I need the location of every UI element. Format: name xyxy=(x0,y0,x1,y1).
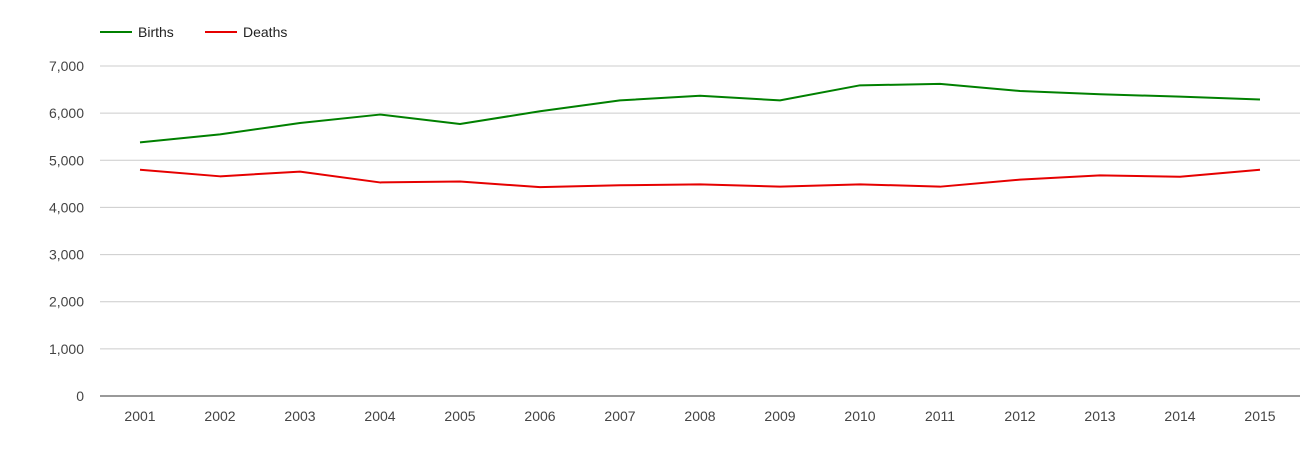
series-line-births xyxy=(139,82,1261,144)
gridlines xyxy=(100,65,1300,350)
data-point-deaths[interactable] xyxy=(137,167,143,173)
x-tick-label: 2015 xyxy=(1244,408,1275,424)
y-tick-label: 6,000 xyxy=(49,105,84,121)
data-point-births[interactable] xyxy=(137,139,143,145)
data-point-deaths[interactable] xyxy=(697,181,703,187)
data-point-births[interactable] xyxy=(377,112,383,118)
data-point-births[interactable] xyxy=(1017,88,1023,94)
data-point-deaths[interactable] xyxy=(377,179,383,185)
x-tick-label: 2013 xyxy=(1084,408,1115,424)
x-axis-ticks: 2001 2002 2003 2004 2005 2006 2007 2008 2009 2010… xyxy=(124,408,1275,424)
data-point-deaths[interactable] xyxy=(937,184,943,190)
legend-label-deaths: Deaths xyxy=(243,24,287,40)
data-point-deaths[interactable] xyxy=(297,169,303,175)
x-tick-label: 2002 xyxy=(204,408,235,424)
data-point-births[interactable] xyxy=(697,93,703,99)
data-point-births[interactable] xyxy=(857,82,863,88)
data-point-deaths[interactable] xyxy=(1097,172,1103,178)
data-point-births[interactable] xyxy=(297,120,303,126)
data-point-deaths[interactable] xyxy=(457,179,463,185)
x-tick-label: 2001 xyxy=(124,408,155,424)
data-point-deaths[interactable] xyxy=(777,184,783,190)
x-tick-label: 2003 xyxy=(284,408,315,424)
y-tick-label: 3,000 xyxy=(49,247,84,263)
x-tick-label: 2004 xyxy=(364,408,395,424)
data-point-births[interactable] xyxy=(537,108,543,114)
data-point-births[interactable] xyxy=(217,131,223,137)
y-tick-label: 5,000 xyxy=(49,152,84,168)
series-lines xyxy=(137,81,1263,190)
data-point-births[interactable] xyxy=(617,97,623,103)
data-point-deaths[interactable] xyxy=(1257,167,1263,173)
data-point-deaths[interactable] xyxy=(537,184,543,190)
data-point-births[interactable] xyxy=(457,121,463,127)
data-point-deaths[interactable] xyxy=(1177,174,1183,180)
y-tick-label: 4,000 xyxy=(49,199,84,215)
data-point-deaths[interactable] xyxy=(217,173,223,179)
y-tick-label: 2,000 xyxy=(49,294,84,310)
y-axis-ticks: 0 1,000 2,000 3,000 4,000 5,000 6,000 7,000 xyxy=(49,58,84,404)
data-point-births[interactable] xyxy=(1257,96,1263,102)
y-tick-label: 0 xyxy=(76,388,84,404)
data-point-deaths[interactable] xyxy=(617,182,623,188)
y-tick-label: 7,000 xyxy=(49,58,84,74)
data-point-births[interactable] xyxy=(1097,91,1103,97)
x-tick-label: 2007 xyxy=(604,408,635,424)
series-line-deaths xyxy=(139,168,1261,189)
x-tick-label: 2005 xyxy=(444,408,475,424)
legend: Births Deaths xyxy=(100,24,287,40)
legend-label-births: Births xyxy=(138,24,174,40)
x-tick-label: 2014 xyxy=(1164,408,1195,424)
x-tick-label: 2012 xyxy=(1004,408,1035,424)
data-point-births[interactable] xyxy=(937,81,943,87)
x-tick-label: 2010 xyxy=(844,408,875,424)
data-point-births[interactable] xyxy=(777,97,783,103)
data-point-deaths[interactable] xyxy=(857,181,863,187)
x-tick-label: 2011 xyxy=(925,408,955,424)
x-tick-label: 2009 xyxy=(764,408,795,424)
x-tick-label: 2006 xyxy=(524,408,555,424)
data-point-deaths[interactable] xyxy=(1017,177,1023,183)
y-tick-label: 1,000 xyxy=(49,341,84,357)
data-point-births[interactable] xyxy=(1177,94,1183,100)
x-tick-label: 2008 xyxy=(684,408,715,424)
